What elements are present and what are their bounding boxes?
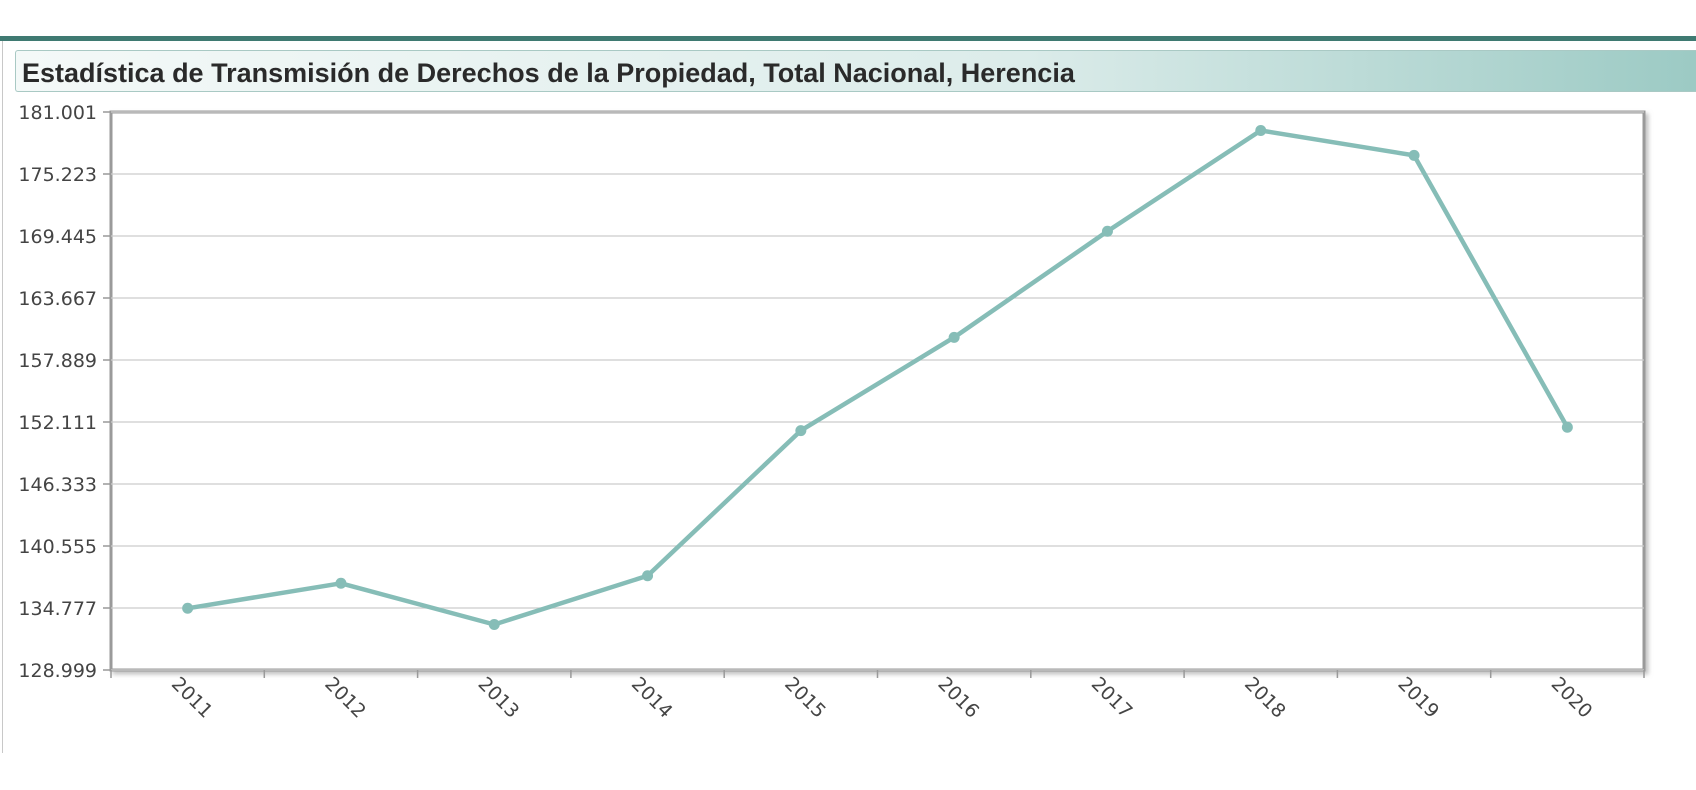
plot-frame bbox=[109, 110, 1646, 672]
data-point bbox=[488, 618, 500, 630]
data-line bbox=[187, 128, 1570, 627]
chart-title: Estadística de Transmisión de Derechos d… bbox=[22, 58, 1075, 88]
y-tick-label: 175.223 bbox=[18, 164, 97, 186]
data-point bbox=[182, 602, 194, 614]
data-point bbox=[948, 331, 960, 343]
data-point bbox=[795, 425, 807, 437]
x-tick-label: 2013 bbox=[474, 673, 524, 723]
data-point bbox=[642, 570, 654, 582]
data-point bbox=[1408, 149, 1420, 161]
data-point bbox=[335, 577, 347, 589]
x-tick-label: 2014 bbox=[627, 673, 677, 723]
y-tick-label: 128.999 bbox=[18, 660, 97, 682]
y-tick-label: 181.001 bbox=[18, 102, 97, 124]
y-tick-label: 146.333 bbox=[18, 474, 97, 496]
x-tick-label: 2016 bbox=[934, 673, 984, 723]
y-tick-label: 140.555 bbox=[18, 536, 97, 558]
x-tick-label: 2019 bbox=[1393, 673, 1443, 723]
y-tick-label: 134.777 bbox=[18, 598, 97, 620]
x-tick-label: 2015 bbox=[780, 673, 830, 723]
data-point bbox=[1255, 124, 1267, 136]
y-tick-label: 163.667 bbox=[18, 288, 97, 310]
left-rule bbox=[2, 41, 3, 753]
x-tick-label: 2018 bbox=[1240, 673, 1290, 723]
x-tick-label: 2020 bbox=[1547, 673, 1597, 723]
y-tick-label: 169.445 bbox=[18, 226, 97, 248]
data-point bbox=[1101, 225, 1113, 237]
y-tick-label: 157.889 bbox=[18, 350, 97, 372]
y-tick-label: 152.111 bbox=[18, 412, 97, 434]
x-tick-label: 2011 bbox=[167, 673, 217, 723]
x-tick-label: 2012 bbox=[320, 673, 370, 723]
title-bar: Estadística de Transmisión de Derechos d… bbox=[15, 50, 1696, 92]
data-point bbox=[1561, 421, 1573, 433]
top-rule bbox=[0, 36, 1696, 41]
x-tick-label: 2017 bbox=[1087, 673, 1137, 723]
